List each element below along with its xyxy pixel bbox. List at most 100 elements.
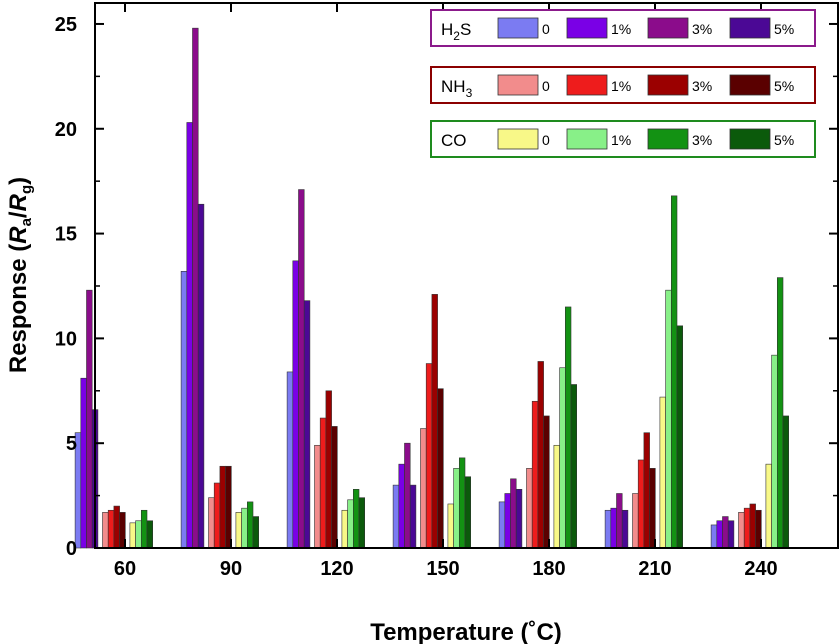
bar-h2s-3pct-60 [86, 289, 93, 549]
x-tick-label: 150 [426, 558, 459, 580]
bar-nh3-0-120 [314, 444, 321, 549]
x-tick-label: 240 [744, 558, 777, 580]
bar-co-1pct-180 [559, 367, 566, 549]
bar-h2s-5pct-180 [515, 489, 523, 549]
y-tick-label: 25 [55, 14, 77, 36]
legend: H2S 0 1% 3% 5% NH3 0 1% 3% 5% CO 0 1% 3% 5% [430, 9, 816, 158]
bar-co-0-180 [553, 444, 560, 549]
bar-nh3-3pct-210 [643, 432, 650, 549]
legend-swatch [566, 128, 608, 150]
bar-nh3-1pct-180 [531, 400, 539, 549]
x-axis-title: Temperature (˚C) [370, 619, 562, 644]
legend-swatch [647, 17, 689, 39]
bar-nh3-0-210 [632, 493, 639, 549]
bar-nh3-0-60 [102, 512, 109, 549]
bar-nh3-1pct-60 [107, 509, 115, 549]
bars-group [74, 27, 789, 549]
bar-nh3-5pct-150 [437, 388, 444, 549]
bar-h2s-3pct-240 [722, 516, 729, 549]
bar-nh3-5pct-180 [543, 415, 550, 549]
bar-co-3pct-150 [458, 457, 466, 549]
legend-conc-label: 1% [611, 78, 631, 94]
bar-nh3-1pct-120 [319, 417, 327, 549]
plot-frame [94, 2, 839, 549]
bar-nh3-5pct-120 [331, 426, 338, 549]
bar-h2s-5pct-90 [197, 203, 205, 549]
legend-conc-label: 3% [692, 132, 712, 148]
bar-h2s-3pct-210 [616, 493, 623, 549]
legend-nh3: NH3 0 1% 3% 5% [430, 66, 816, 104]
legend-swatch [566, 74, 608, 96]
legend-swatch [497, 74, 539, 96]
legend-gas-label: NH3 [441, 77, 473, 100]
bar-h2s-5pct-120 [303, 300, 311, 549]
y-tick-label: 0 [66, 538, 77, 560]
bar-co-1pct-90 [241, 507, 248, 549]
legend-conc-label: 0 [542, 132, 550, 148]
y-axis-title: Response (Ra/Rg) [5, 177, 35, 373]
bar-h2s-5pct-240 [727, 520, 735, 549]
x-tick-label: 60 [114, 558, 136, 580]
bar-nh3-3pct-120 [325, 390, 332, 549]
bar-nh3-0-240 [738, 512, 745, 549]
bar-co-5pct-240 [782, 415, 789, 549]
legend-conc-label: 1% [611, 132, 631, 148]
bar-co-5pct-210 [676, 325, 683, 549]
legend-co: CO 0 1% 3% 5% [430, 120, 816, 158]
bar-co-0-120 [341, 509, 348, 549]
bar-co-3pct-120 [352, 489, 360, 549]
bar-h2s-1pct-210 [610, 507, 617, 549]
bar-co-1pct-210 [665, 289, 672, 549]
legend-conc-label: 3% [692, 78, 712, 94]
bar-co-0-240 [765, 463, 772, 549]
x-tick-label: 180 [532, 558, 565, 580]
legend-conc-label: 1% [611, 21, 631, 37]
bar-nh3-5pct-210 [649, 468, 656, 549]
x-tick-label: 210 [638, 558, 671, 580]
bar-nh3-0-180 [526, 468, 533, 549]
legend-swatch [497, 17, 539, 39]
legend-h2s: H2S 0 1% 3% 5% [430, 9, 816, 47]
bar-h2s-1pct-90 [186, 122, 193, 549]
bar-nh3-0-150 [420, 428, 427, 549]
bar-h2s-0-120 [286, 371, 294, 549]
bar-co-1pct-60 [135, 520, 142, 549]
bar-h2s-3pct-180 [510, 478, 517, 549]
bar-co-3pct-180 [564, 306, 572, 549]
x-tick-label: 120 [320, 558, 353, 580]
bar-co-5pct-90 [252, 516, 259, 549]
x-tick-label: 90 [220, 558, 242, 580]
bar-co-0-60 [129, 522, 136, 549]
bar-h2s-0-210 [604, 509, 612, 549]
bar-co-5pct-180 [570, 384, 577, 549]
bar-nh3-3pct-180 [537, 361, 544, 549]
bar-co-3pct-240 [776, 277, 784, 549]
bar-h2s-5pct-210 [621, 509, 629, 549]
bar-h2s-3pct-150 [404, 442, 411, 549]
bar-h2s-1pct-60 [80, 377, 87, 549]
bar-co-5pct-60 [146, 520, 153, 549]
legend-swatch [729, 128, 771, 150]
bar-h2s-1pct-150 [398, 463, 405, 549]
bar-co-5pct-150 [464, 476, 471, 549]
legend-conc-label: 5% [774, 21, 794, 37]
y-tick-label: 10 [55, 328, 77, 350]
legend-swatch [647, 128, 689, 150]
legend-swatch [729, 74, 771, 96]
legend-conc-label: 5% [774, 132, 794, 148]
legend-gas-label: H2S [441, 20, 471, 43]
bar-nh3-3pct-60 [113, 505, 120, 549]
y-tick-label: 15 [55, 224, 77, 246]
bar-h2s-1pct-180 [504, 493, 511, 549]
bar-h2s-5pct-150 [409, 484, 417, 549]
bar-co-1pct-150 [453, 468, 460, 549]
bar-h2s-1pct-120 [292, 260, 299, 549]
legend-conc-label: 0 [542, 21, 550, 37]
bar-nh3-3pct-240 [749, 503, 756, 549]
y-tick-label: 5 [66, 433, 77, 455]
bar-h2s-0-150 [392, 484, 400, 549]
legend-conc-label: 3% [692, 21, 712, 37]
bar-h2s-3pct-120 [298, 189, 305, 549]
bar-nh3-1pct-90 [213, 482, 221, 549]
bar-co-3pct-210 [670, 195, 678, 549]
